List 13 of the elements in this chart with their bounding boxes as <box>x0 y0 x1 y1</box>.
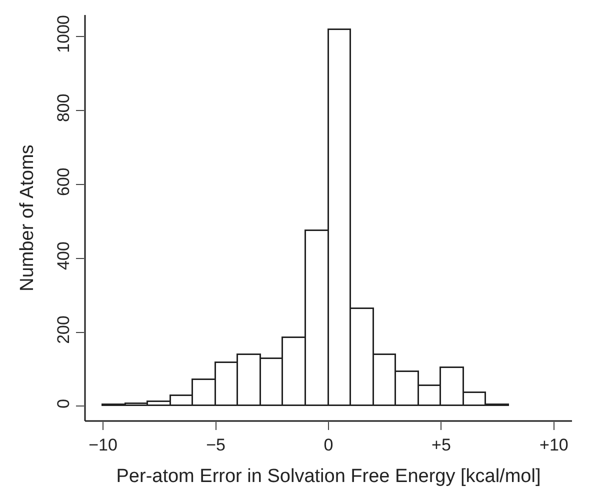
y-tick-label: 0 <box>54 398 74 408</box>
x-tick-label: −10 <box>88 435 118 454</box>
x-tick-label: +10 <box>540 435 568 454</box>
y-axis-title: Number of Atoms <box>17 144 38 292</box>
x-tick-label: 0 <box>324 435 334 454</box>
x-tick-label: +5 <box>432 435 451 454</box>
y-tick-label: 400 <box>54 242 74 270</box>
x-axis-title: Per-atom Error in Solvation Free Energy [kcal/mol] <box>116 466 541 488</box>
y-tick-label: 600 <box>54 168 74 196</box>
y-tick-label: 1000 <box>54 14 74 53</box>
y-tick-label: 800 <box>54 94 74 122</box>
x-tick-label: −5 <box>206 435 226 454</box>
y-tick-label: 200 <box>54 316 74 344</box>
